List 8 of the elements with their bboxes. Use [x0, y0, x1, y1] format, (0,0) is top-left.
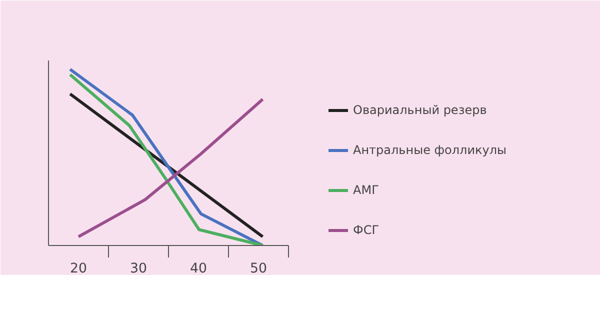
x-tick-label: 40 [190, 262, 207, 276]
legend-label: ФСГ [353, 223, 380, 237]
x-tick-label: 30 [130, 262, 147, 276]
x-tick-label: 50 [250, 262, 267, 276]
legend-label: Антральные фолликулы [353, 143, 507, 157]
legend-label: АМГ [353, 183, 379, 197]
x-tick-label: 20 [70, 262, 87, 276]
legend-label: Овариальный резерв [353, 103, 487, 117]
